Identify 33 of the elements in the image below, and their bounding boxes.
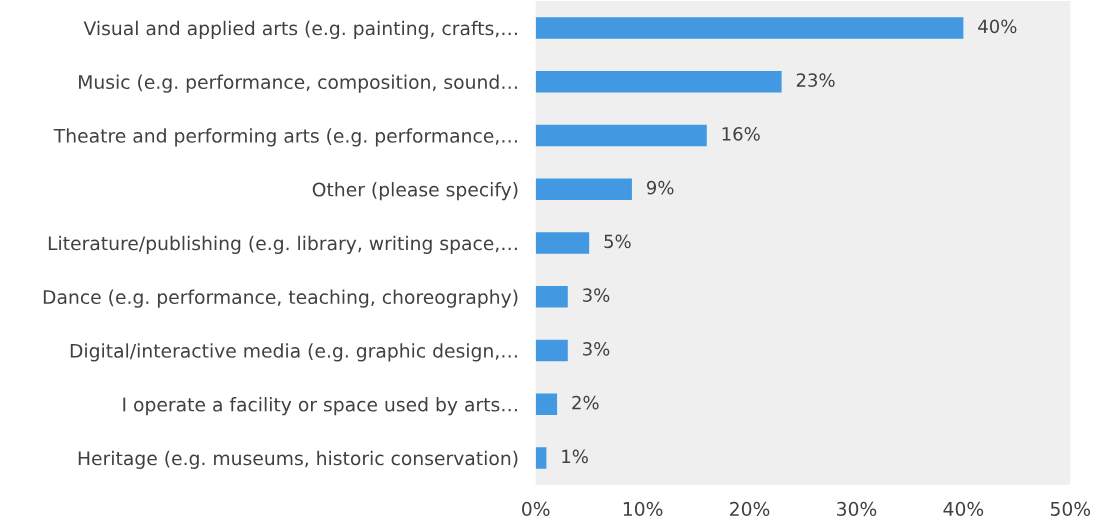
y-tick-label: Music (e.g. performance, composition, sound… [79,74,517,93]
y-tick-label: Digital/interactive media (e.g. graphic design,… [70,343,517,362]
y-tick-label: Dance (e.g. performance, teaching, choreography) [43,289,518,308]
bar [535,285,568,308]
bar [535,393,558,415]
x-tick-label: 50% [1050,501,1091,516]
bar [535,232,590,254]
data-label: 3% [583,288,610,302]
y-tick-label: Theatre and performing arts (e.g. performance,… [53,128,517,147]
bar [535,339,568,362]
data-label: 40% [978,19,1017,34]
y-tick-label: I operate a facility or space used by arts… [123,397,517,416]
data-label: 3% [583,342,610,356]
x-tick-label: 40% [943,501,984,516]
x-tick-label: 20% [730,501,770,516]
data-label: 23% [796,73,835,87]
y-tick-label: Other (please specify) [312,182,518,201]
x-tick-label: 30% [837,501,877,516]
bar [535,17,964,39]
y-tick-label: Heritage (e.g. museums, historic conservation) [78,450,518,469]
x-tick-label: 10% [623,501,663,516]
bar [535,447,547,469]
data-label: 1% [562,449,588,464]
data-label: 5% [604,234,631,249]
y-tick-label: Literature/publishing (e.g. library, writing space,… [48,235,517,254]
bar [535,178,632,200]
bar [535,124,707,147]
x-tick-label: 0% [522,501,550,516]
data-label: 2% [572,395,599,410]
bar [535,70,782,93]
data-label: 16% [722,127,760,141]
data-label: 9% [646,180,674,195]
y-tick-label: Visual and applied arts (e.g. painting, crafts,… [83,20,517,39]
